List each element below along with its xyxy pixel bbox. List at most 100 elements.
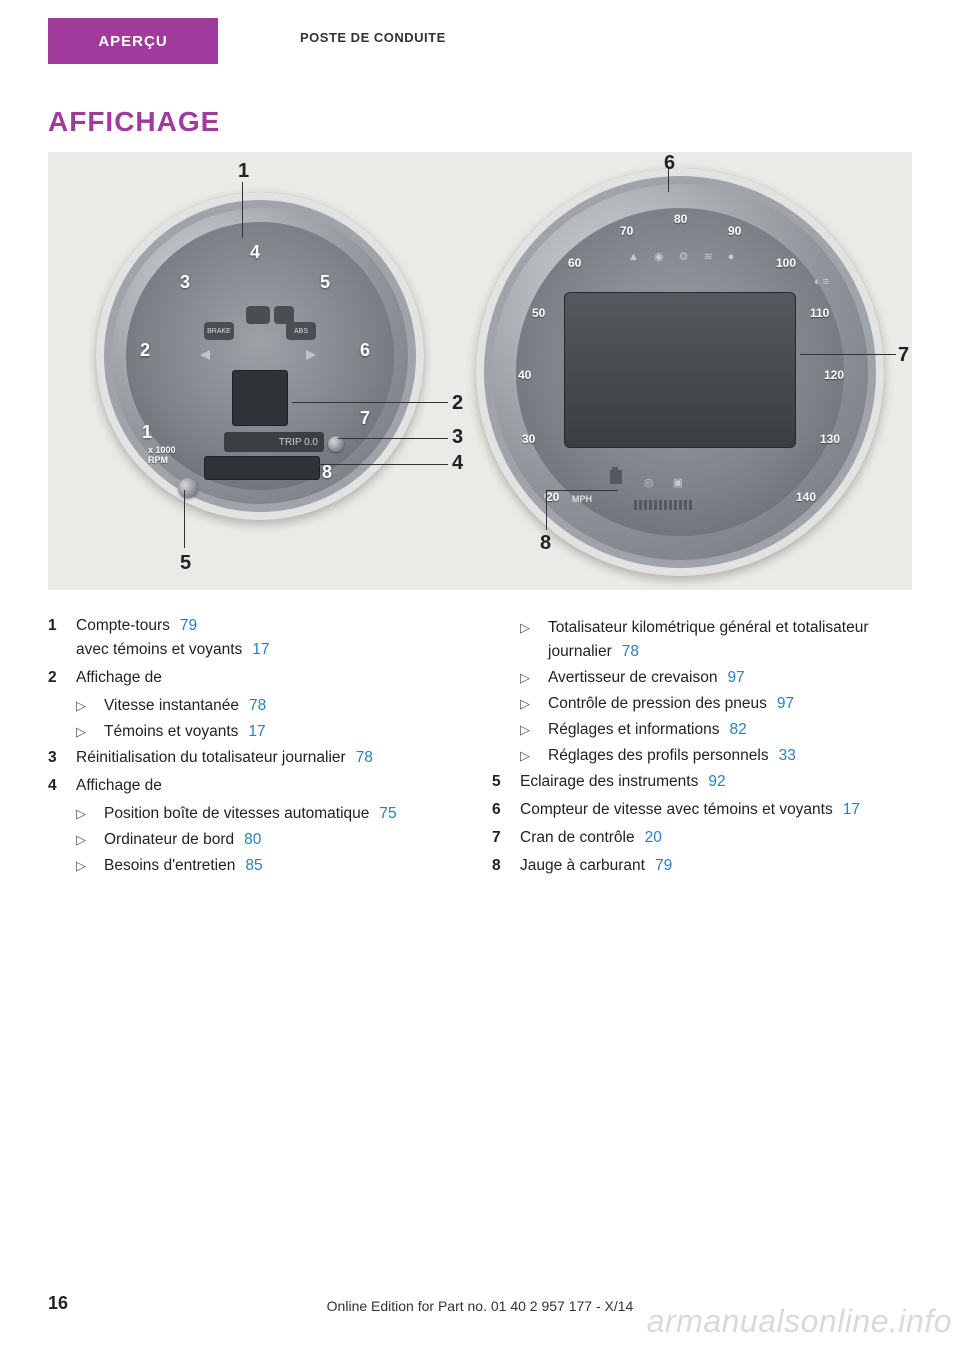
gear-display xyxy=(232,370,288,426)
callout-8: 8 xyxy=(540,532,551,555)
warning-badge xyxy=(274,306,294,324)
dashboard-figure: 1 2 3 4 5 6 7 8 BRAKE ABS TRIP 0.0 x 100… xyxy=(48,152,912,590)
section-tab: APERÇU xyxy=(48,18,218,64)
legend-item: 8Jauge à carburant79 xyxy=(492,854,912,878)
callout-5: 5 xyxy=(180,552,191,575)
callout-line xyxy=(546,490,618,491)
rpm-tick: 4 xyxy=(250,242,260,263)
legend-item-number: 5 xyxy=(492,770,520,794)
legend-subitem: ▷Témoins et voyants17 xyxy=(76,720,468,744)
legend-item: 6Compteur de vitesse avec témoins et voy… xyxy=(492,798,912,822)
fuel-bars xyxy=(634,500,692,510)
speed-tick: 60 xyxy=(568,256,581,270)
callout-line xyxy=(292,402,448,403)
legend-item-number: 6 xyxy=(492,798,520,822)
callout-line xyxy=(242,182,243,238)
speedometer-gauge: 20 30 40 50 60 70 80 90 100 110 120 130 … xyxy=(476,168,884,576)
legend-item-number: 2 xyxy=(48,666,76,690)
legend-item: 2Affichage de xyxy=(48,666,468,690)
triangle-bullet-icon: ▷ xyxy=(520,718,548,742)
legend-item-body: Affichage de xyxy=(76,666,468,690)
odometer-display xyxy=(204,456,320,480)
triangle-bullet-icon: ▷ xyxy=(76,828,104,852)
triangle-bullet-icon: ▷ xyxy=(76,694,104,718)
legend-subitem: ▷Réglages des profils personnels33 xyxy=(520,744,912,768)
legend-subitem: ▷Contrôle de pression des pneus97 xyxy=(520,692,912,716)
page-title: AFFICHAGE xyxy=(48,106,220,138)
legend-item: 5Eclairage des instruments92 xyxy=(492,770,912,794)
rpm-tick: 6 xyxy=(360,340,370,361)
speed-tick: 110 xyxy=(810,306,829,320)
tachometer-gauge: 1 2 3 4 5 6 7 8 BRAKE ABS TRIP 0.0 x 100… xyxy=(96,192,424,520)
legend-subitem: ▷Réglages et informations82 xyxy=(520,718,912,742)
legend-subitem-body: Totalisateur kilométrique général et to­… xyxy=(548,616,912,664)
triangle-bullet-icon: ▷ xyxy=(520,616,548,664)
legend-item-body: Cran de contrôle20 xyxy=(520,826,912,850)
rpm-tick: 7 xyxy=(360,408,370,429)
legend-subitem-body: Témoins et voyants17 xyxy=(104,720,468,744)
speed-tick: 70 xyxy=(620,224,633,238)
tpms-engine-row: ◎ ▣ xyxy=(644,476,691,489)
legend-item: 7Cran de contrôle20 xyxy=(492,826,912,850)
legend-subitem-body: Réglages des profils personnels33 xyxy=(548,744,912,768)
legend-item-body: Affichage de xyxy=(76,774,468,798)
rpm-label: x 1000RPM xyxy=(148,446,176,466)
triangle-bullet-icon: ▷ xyxy=(520,666,548,690)
turn-left-icon xyxy=(200,350,210,360)
legend-left-column: 1Compte-tours79avec témoins et voyants17… xyxy=(48,614,468,882)
speed-tick: 90 xyxy=(728,224,741,238)
legend-subitem: ▷Ordinateur de bord80 xyxy=(76,828,468,852)
legend-item-body: Réinitialisation du totalisateur journa­… xyxy=(76,746,468,770)
callout-1: 1 xyxy=(238,160,249,183)
callout-6: 6 xyxy=(664,152,675,175)
speed-tick: 80 xyxy=(674,212,687,226)
legend-item-number: 3 xyxy=(48,746,76,770)
callout-line xyxy=(546,490,547,530)
callout-7: 7 xyxy=(898,344,909,367)
watermark: armanualsonline.info xyxy=(647,1303,952,1340)
legend-item: 1Compte-tours79avec témoins et voyants17 xyxy=(48,614,468,662)
callout-line xyxy=(316,464,448,465)
triangle-bullet-icon: ▷ xyxy=(76,854,104,878)
speed-tick: 100 xyxy=(776,256,796,270)
callout-3: 3 xyxy=(452,426,463,449)
brake-badge: BRAKE xyxy=(204,322,234,340)
legend-item-number: 4 xyxy=(48,774,76,798)
legend-subitem-body: Réglages et informations82 xyxy=(548,718,912,742)
legend-subitem: ▷Totalisateur kilométrique général et to… xyxy=(520,616,912,664)
callout-line xyxy=(800,354,896,355)
breadcrumb: POSTE DE CONDUITE xyxy=(300,30,446,45)
legend-subitem-body: Position boîte de vitesses automati­que7… xyxy=(104,802,468,826)
speed-tick: 120 xyxy=(824,368,844,382)
speed-tick: 130 xyxy=(820,432,840,446)
legend-subitem-body: Vitesse instantanée78 xyxy=(104,694,468,718)
mph-label: MPH xyxy=(572,494,592,504)
callout-line xyxy=(184,490,185,548)
callout-2: 2 xyxy=(452,392,463,415)
legend-item: 3Réinitialisation du totalisateur journa… xyxy=(48,746,468,770)
legend-item-body: Jauge à carburant79 xyxy=(520,854,912,878)
rpm-tick: 1 xyxy=(142,422,152,443)
triangle-bullet-icon: ▷ xyxy=(520,744,548,768)
fog-icon: ◐≡ xyxy=(814,276,831,288)
legend-item: 4Affichage de xyxy=(48,774,468,798)
turn-right-icon xyxy=(306,350,316,360)
legend-subitem: ▷Vitesse instantanée78 xyxy=(76,694,468,718)
legend-subitem: ▷Avertisseur de crevaison97 xyxy=(520,666,912,690)
legend-subitem: ▷Position boîte de vitesses automati­que… xyxy=(76,802,468,826)
triangle-bullet-icon: ▷ xyxy=(76,802,104,826)
rpm-tick: 8 xyxy=(322,462,332,483)
speed-tick: 40 xyxy=(518,368,531,382)
rpm-tick: 5 xyxy=(320,272,330,293)
legend-item-number: 7 xyxy=(492,826,520,850)
legend-subitem-body: Besoins d'entretien85 xyxy=(104,854,468,878)
legend-item-body: Eclairage des instruments92 xyxy=(520,770,912,794)
triangle-bullet-icon: ▷ xyxy=(520,692,548,716)
triangle-bullet-icon: ▷ xyxy=(76,720,104,744)
brightness-knob xyxy=(178,478,198,498)
legend-item-body: Compteur de vitesse avec témoins et voy­… xyxy=(520,798,912,822)
legend-subitem-body: Ordinateur de bord80 xyxy=(104,828,468,852)
legend-subitem-body: Contrôle de pression des pneus97 xyxy=(548,692,912,716)
rpm-tick: 3 xyxy=(180,272,190,293)
legend-right-column: ▷Totalisateur kilométrique général et to… xyxy=(492,614,912,882)
